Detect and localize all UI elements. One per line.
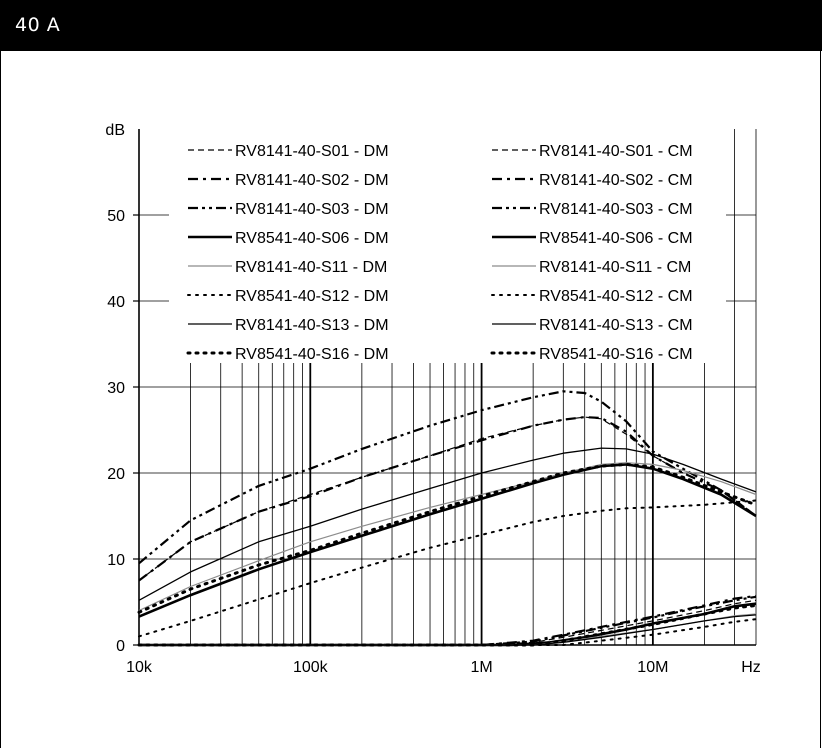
legend-label: RV8141-40-S02 - DM — [235, 172, 389, 189]
legend-label: RV8141-40-S01 - CM — [539, 143, 693, 160]
legend-box — [169, 129, 726, 363]
legend-label: RV8541-40-S12 - CM — [539, 288, 693, 305]
y-axis-label: dB — [105, 122, 125, 139]
y-tick-label: 30 — [107, 380, 125, 397]
series-line — [138, 447, 757, 601]
page-title: 40 A — [15, 14, 61, 36]
series-line — [138, 416, 757, 582]
legend-label: RV8141-40-S03 - DM — [235, 201, 389, 218]
legend-label: RV8141-40-S13 - DM — [235, 317, 389, 334]
x-tick-label: 100k — [293, 659, 329, 676]
legend-label: RV8541-40-S16 - CM — [539, 346, 693, 363]
legend-label: RV8541-40-S06 - DM — [235, 230, 389, 247]
legend-label: RV8141-40-S11 - CM — [539, 259, 691, 276]
series-line — [137, 462, 758, 614]
emi-attenuation-chart: RV8141-40-S01 - DM RV8141-40-S02 - DM RV81… — [105, 122, 761, 676]
x-tick-label: 1M — [470, 659, 492, 676]
chart-frame: RV8141-40-S01 - DM RV8141-40-S02 - DM RV81… — [0, 51, 821, 748]
x-tick-label: 10k — [126, 659, 153, 676]
series-line — [139, 599, 757, 646]
x-axis-label: Hz — [741, 659, 761, 676]
y-tick-label: 50 — [107, 208, 125, 225]
legend-label: RV8141-40-S02 - CM — [539, 172, 693, 189]
y-tick-label: 40 — [107, 294, 125, 311]
x-tick-label: 10M — [637, 659, 668, 676]
legend-label: RV8541-40-S06 - CM — [539, 230, 693, 247]
header-bar: 40 A — [0, 0, 822, 51]
legend-label: RV8541-40-S16 - DM — [235, 346, 389, 363]
series-line — [137, 603, 758, 647]
legend-label: RV8141-40-S11 - DM — [235, 259, 387, 276]
series-line — [138, 618, 757, 646]
legend-label: RV8141-40-S01 - DM — [235, 143, 389, 160]
legend-label: RV8141-40-S03 - CM — [539, 201, 693, 218]
series-line — [138, 390, 757, 565]
y-tick-label: 10 — [107, 552, 125, 569]
y-tick-label: 20 — [107, 466, 125, 483]
legend-label: RV8141-40-S13 - CM — [539, 317, 693, 334]
y-tick-label: 0 — [116, 638, 125, 655]
legend-label: RV8541-40-S12 - DM — [235, 288, 389, 305]
series-line — [138, 499, 757, 638]
series-line — [138, 463, 757, 618]
